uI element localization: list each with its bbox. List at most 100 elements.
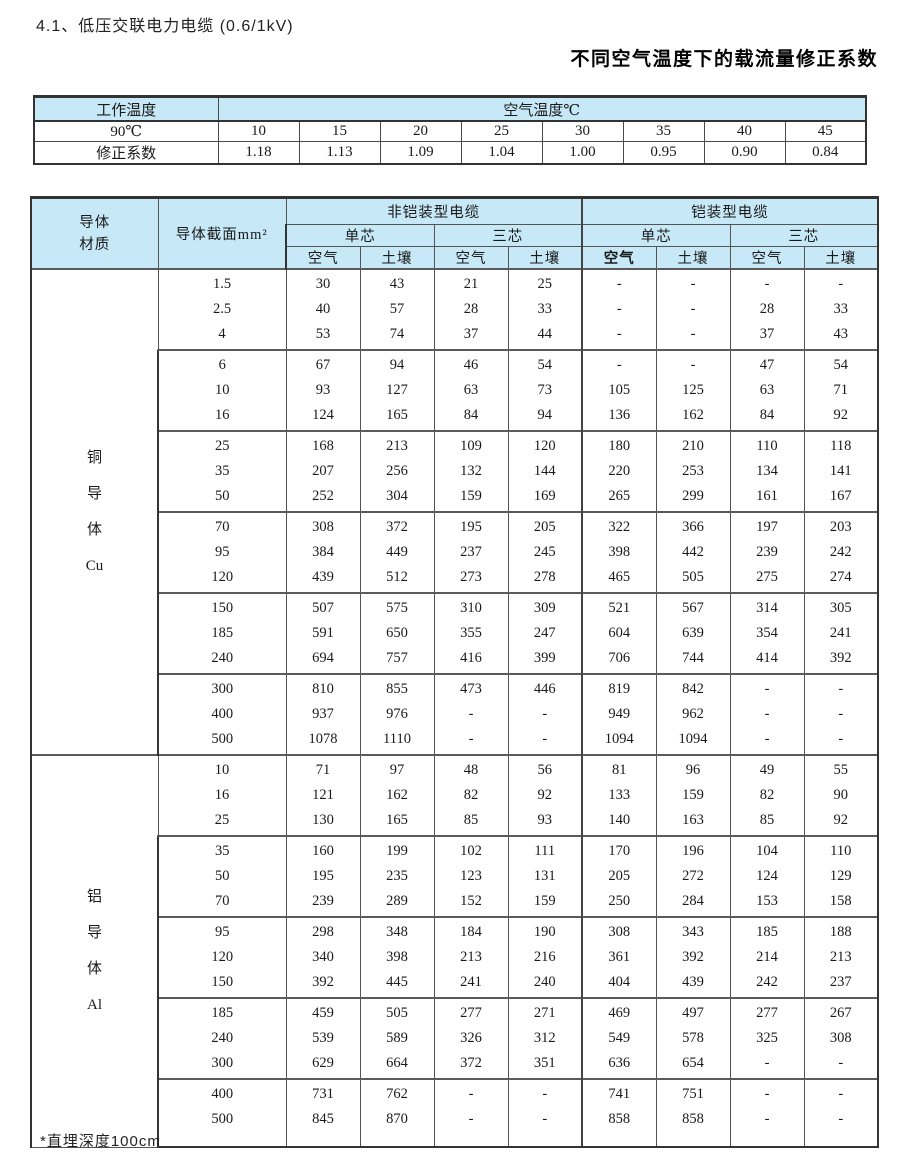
- temp-value: 35: [622, 120, 705, 142]
- cross-section-cell: 300 400 500: [157, 673, 287, 756]
- factor-value: 0.84: [784, 141, 868, 165]
- ampacity-value-cell: 741 858: [581, 1078, 657, 1148]
- ampacity-value-cell: ---: [803, 673, 879, 756]
- ampacity-value-cell: 751 858: [655, 1078, 731, 1148]
- ampacity-value-cell: 104 124 153: [729, 835, 805, 918]
- ampacity-value-cell: 94 127 165: [359, 349, 435, 432]
- ampacity-value-cell: 111 131 159: [507, 835, 583, 918]
- ampacity-value-cell: 185 214 242: [729, 916, 805, 999]
- ampacity-table: 导体 材质 导体截面mm² 非铠装型电缆 铠装型电缆 单芯 三芯 单芯 三芯 空…: [30, 196, 879, 1148]
- ampacity-value-cell: 21 28 37: [433, 268, 509, 351]
- ampacity-value-cell: 118 141 167: [803, 430, 879, 513]
- table-group-row: 70 95 120 308 384 439 372 449 512 195 237 273 205 245…: [31, 511, 879, 594]
- ampacity-value-cell: 277 325-: [729, 997, 805, 1080]
- soil-header: 土壤: [359, 246, 435, 270]
- ampacity-value-cell: 190 216 240: [507, 916, 583, 999]
- ampacity-value-cell: --: [729, 1078, 805, 1148]
- ampacity-value-cell: 213 256 304: [359, 430, 435, 513]
- ampacity-value-cell: 322 398 465: [581, 511, 657, 594]
- unarmored-three-core-header: 三芯: [433, 224, 583, 247]
- temp-value: 25: [460, 120, 543, 142]
- ampacity-value-cell: 67 93 124: [285, 349, 361, 432]
- ampacity-value-cell: 30 40 53: [285, 268, 361, 351]
- ampacity-value-cell: 308 384 439: [285, 511, 361, 594]
- factor-row-label: 修正系数: [33, 141, 219, 165]
- ampacity-value-cell: ---: [729, 673, 805, 756]
- soil-header: 土壤: [803, 246, 879, 270]
- ampacity-value-cell: -105 136: [581, 349, 657, 432]
- ampacity-value-cell: 298 340 392: [285, 916, 361, 999]
- factor-value: 1.18: [217, 141, 300, 165]
- ampacity-value-cell: 43 57 74: [359, 268, 435, 351]
- factor-value: 1.09: [379, 141, 462, 165]
- material-cell: 铜导体 Cu: [30, 268, 159, 756]
- armored-three-core-header: 三芯: [729, 224, 879, 247]
- factor-value: 1.00: [541, 141, 624, 165]
- cross-section-cell: 10 16 25: [157, 754, 287, 837]
- main-header-row-1: 导体 材质 导体截面mm² 非铠装型电缆 铠装型电缆: [30, 196, 879, 270]
- ampacity-value-cell: 55 90 92: [803, 754, 879, 837]
- main-table-body: 铜导体 Cu 1.5 2.5 4 30 40 53 43 57 74 21 28 37 25 33 44- - - -…: [30, 268, 879, 1148]
- table-group-row: 150 185 240 507 591 694 575 650 757 310 355 416 309 2…: [31, 592, 879, 675]
- ampacity-value-cell: 731 845: [285, 1078, 361, 1148]
- ampacity-value-cell: 310 355 416: [433, 592, 509, 675]
- ampacity-value-cell: 372 449 512: [359, 511, 435, 594]
- ampacity-value-cell: --: [433, 1078, 509, 1148]
- table-group-row: 25 35 50 168 207 252 213 256 304 109 132 159 120 144 1…: [31, 430, 879, 513]
- ampacity-value-cell: 170 205 250: [581, 835, 657, 918]
- ampacity-value-cell: 196 272 284: [655, 835, 731, 918]
- ampacity-value-cell: 855 976 1110: [359, 673, 435, 756]
- ampacity-value-cell: 205 245 278: [507, 511, 583, 594]
- factor-value: 0.90: [703, 141, 786, 165]
- ampacity-value-cell: 71 121 130: [285, 754, 361, 837]
- page-subtitle: 不同空气温度下的载流量修正系数: [570, 49, 878, 70]
- air-temp-header: 空气温度℃: [217, 95, 868, 122]
- cross-section-header: 导体截面mm²: [157, 196, 287, 270]
- table-group-row: 铝导体 Al 10 16 25 71 121 130 97 162 165 48 82 85 56 92 93 8…: [30, 754, 879, 1148]
- ampacity-value-cell: 110 134 161: [729, 430, 805, 513]
- temp-value: 20: [379, 120, 462, 142]
- correction-factor-table: 工作温度 空气温度℃ 90℃ 10 15 20 25 30 35 40 45 修…: [33, 95, 868, 165]
- factor-value: 0.95: [622, 141, 705, 165]
- temp-value: 15: [298, 120, 381, 142]
- main-header-row-2: 单芯 三芯 单芯 三芯: [31, 224, 879, 247]
- ampacity-value-cell: 469 549 636: [581, 997, 657, 1080]
- ampacity-value-cell: 842 962 1094: [655, 673, 731, 756]
- ampacity-value-cell: 120 144 169: [507, 430, 583, 513]
- table-group-row: 35 50 70 160 195 239 199 235 289 102 123 152 111 131 1…: [31, 835, 879, 918]
- ampacity-value-cell: -28 37: [729, 268, 805, 351]
- temp-row-label: 90℃: [33, 120, 219, 142]
- correction-header-row: 工作温度 空气温度℃: [33, 95, 868, 122]
- ampacity-value-cell: --: [507, 1078, 583, 1148]
- temp-value: 10: [217, 120, 300, 142]
- work-temp-header: 工作温度: [33, 95, 219, 122]
- ampacity-value-cell: 54 71 92: [803, 349, 879, 432]
- ampacity-value-cell: 195 237 273: [433, 511, 509, 594]
- factor-row: 修正系数 1.18 1.13 1.09 1.04 1.00 0.95 0.90 …: [33, 141, 868, 165]
- footnote: *直埋深度100cm: [40, 1133, 161, 1150]
- ampacity-value-cell: 473- -: [433, 673, 509, 756]
- ampacity-value-cell: 521 604 706: [581, 592, 657, 675]
- ampacity-value-cell: 366 442 505: [655, 511, 731, 594]
- ampacity-value-cell: 47 63 84: [729, 349, 805, 432]
- ampacity-value-cell: 446- -: [507, 673, 583, 756]
- cross-section-cell: 1.5 2.5 4: [157, 268, 287, 351]
- ampacity-value-cell: 343 392 439: [655, 916, 731, 999]
- ampacity-value-cell: 314 354 414: [729, 592, 805, 675]
- material-cell: 铝导体 Al: [30, 754, 159, 1148]
- cross-section-cell: 70 95 120: [157, 511, 287, 594]
- material-header-line1: 导体: [79, 214, 111, 231]
- temp-row: 90℃ 10 15 20 25 30 35 40 45: [33, 120, 868, 142]
- temp-value: 40: [703, 120, 786, 142]
- ampacity-value-cell: 110 129 158: [803, 835, 879, 918]
- unarmored-single-core-header: 单芯: [285, 224, 435, 247]
- ampacity-value-cell: ---: [581, 268, 657, 351]
- temp-value: 45: [784, 120, 868, 142]
- ampacity-value-cell: 49 82 85: [729, 754, 805, 837]
- ampacity-value-cell: 507 591 694: [285, 592, 361, 675]
- ampacity-value-cell: 197 239 275: [729, 511, 805, 594]
- cross-section-cell: 150 185 240: [157, 592, 287, 675]
- table-group-row: 400 500 731 845 762 870- - - -741 858 751 858- - - -: [31, 1078, 879, 1148]
- ampacity-value-cell: 210 253 299: [655, 430, 731, 513]
- unarmored-header: 非铠装型电缆: [285, 196, 583, 225]
